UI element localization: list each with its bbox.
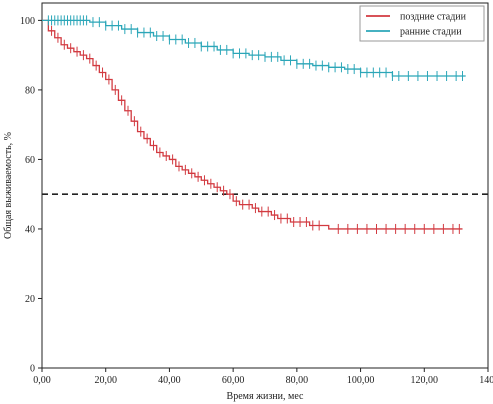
y-tick-label: 80 [25, 85, 35, 96]
series-group [42, 15, 466, 234]
survival-step-line [42, 19, 463, 230]
x-tick-label: 80,00 [286, 375, 309, 386]
x-axis-title: Время жизни, мес [227, 391, 304, 402]
y-tick-label: 20 [25, 294, 35, 305]
x-tick-label: 120,00 [411, 375, 439, 386]
series-early-stages [42, 15, 466, 81]
x-tick-label: 140, [479, 375, 493, 386]
x-tick-label: 40,00 [158, 375, 181, 386]
y-tick-label: 60 [25, 155, 35, 166]
legend-entry-label: ранние стадии [400, 27, 462, 38]
y-axis-title: Общая выживаемость, % [3, 132, 14, 239]
series-late-stages [42, 19, 463, 234]
plot-frame [41, 2, 489, 369]
x-tick-label: 20,00 [94, 375, 117, 386]
legend-box [359, 5, 485, 42]
x-tick-label: 100,00 [347, 375, 375, 386]
axes: 0,00 20,00 40,00 60,00 80,00 100,00 120,00 140,… [20, 2, 493, 386]
y-tick-label: 40 [25, 224, 35, 235]
y-tick-label: 0 [30, 364, 35, 375]
x-tick-label: 0,00 [33, 375, 51, 386]
legend-entry-label: поздние стадии [400, 12, 467, 23]
legend: поздние стадии ранние стадии [359, 5, 485, 42]
y-tick-label: 100 [20, 16, 35, 27]
x-tick-label: 60,00 [222, 375, 245, 386]
